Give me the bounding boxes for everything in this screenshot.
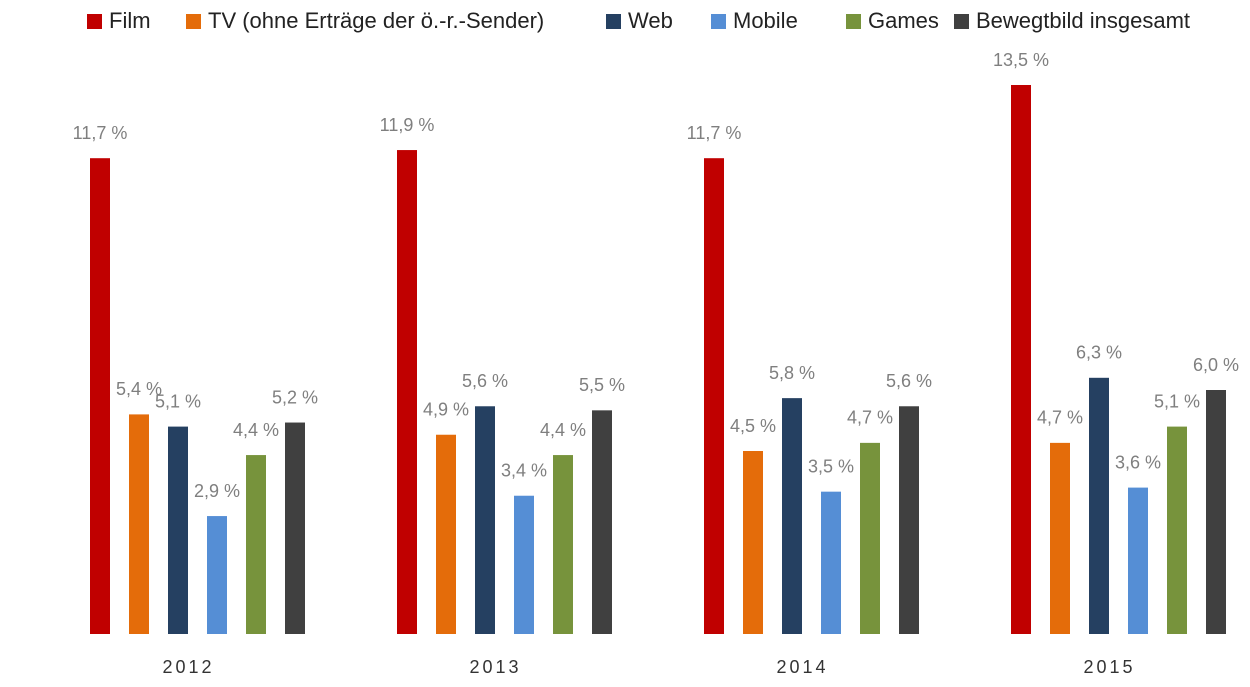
bar bbox=[1011, 85, 1031, 634]
bar bbox=[246, 455, 266, 634]
value-label: 2,9 % bbox=[194, 481, 240, 501]
bar bbox=[514, 495, 534, 634]
value-label: 4,5 % bbox=[730, 416, 776, 436]
bar bbox=[1206, 390, 1226, 634]
value-label: 4,9 % bbox=[423, 399, 469, 419]
value-label: 4,4 % bbox=[540, 420, 586, 440]
x-tick-label: 2012 bbox=[162, 657, 214, 677]
bar bbox=[207, 516, 227, 634]
legend-swatch bbox=[186, 14, 201, 29]
x-tick-label: 2013 bbox=[469, 657, 521, 677]
bar bbox=[436, 434, 456, 634]
bar bbox=[1050, 442, 1070, 634]
bar bbox=[475, 406, 495, 634]
x-tick-label: 2015 bbox=[1083, 657, 1135, 677]
value-label: 5,8 % bbox=[769, 363, 815, 383]
bar bbox=[821, 491, 841, 634]
value-label: 3,5 % bbox=[808, 456, 854, 476]
bar bbox=[899, 406, 919, 634]
value-label: 11,7 % bbox=[687, 123, 742, 143]
legend-label: Games bbox=[868, 8, 939, 33]
value-label: 5,2 % bbox=[272, 387, 318, 407]
value-label: 5,4 % bbox=[116, 379, 162, 399]
bar bbox=[1167, 426, 1187, 634]
bar bbox=[704, 158, 724, 634]
legend-swatch bbox=[87, 14, 102, 29]
value-label: 11,7 % bbox=[73, 123, 128, 143]
value-label: 5,5 % bbox=[579, 375, 625, 395]
bar bbox=[397, 150, 417, 635]
legend-swatch bbox=[846, 14, 861, 29]
bar bbox=[743, 451, 763, 634]
bar bbox=[592, 410, 612, 634]
value-label: 11,9 % bbox=[380, 115, 435, 135]
bar bbox=[1089, 377, 1109, 634]
value-label: 4,4 % bbox=[233, 420, 279, 440]
legend-label: Bewegtbild insgesamt bbox=[976, 8, 1190, 33]
legend-label: Mobile bbox=[733, 8, 798, 33]
bar bbox=[168, 426, 188, 634]
value-label: 13,5 % bbox=[993, 50, 1049, 70]
value-label: 3,6 % bbox=[1115, 452, 1161, 472]
legend-label: Web bbox=[628, 8, 673, 33]
value-label: 5,6 % bbox=[886, 371, 932, 391]
value-label: 5,1 % bbox=[1154, 391, 1200, 411]
value-label: 4,7 % bbox=[847, 408, 893, 428]
bar bbox=[782, 398, 802, 634]
bar bbox=[90, 158, 110, 634]
bar bbox=[553, 455, 573, 634]
legend-label: Film bbox=[109, 8, 151, 33]
value-label: 5,6 % bbox=[462, 371, 508, 391]
legend-label: TV (ohne Erträge der ö.-r.-Sender) bbox=[208, 8, 544, 33]
bar bbox=[860, 442, 880, 634]
bar bbox=[285, 422, 305, 634]
value-label: 4,7 % bbox=[1037, 408, 1083, 428]
legend-swatch bbox=[711, 14, 726, 29]
value-label: 6,0 % bbox=[1193, 355, 1239, 375]
legend-swatch bbox=[606, 14, 621, 29]
x-tick-label: 2014 bbox=[776, 657, 828, 677]
legend-swatch bbox=[954, 14, 969, 29]
bar bbox=[129, 414, 149, 634]
bar bbox=[1128, 487, 1148, 634]
value-label: 6,3 % bbox=[1076, 343, 1122, 363]
value-label: 5,1 % bbox=[155, 391, 201, 411]
value-label: 3,4 % bbox=[501, 460, 547, 480]
